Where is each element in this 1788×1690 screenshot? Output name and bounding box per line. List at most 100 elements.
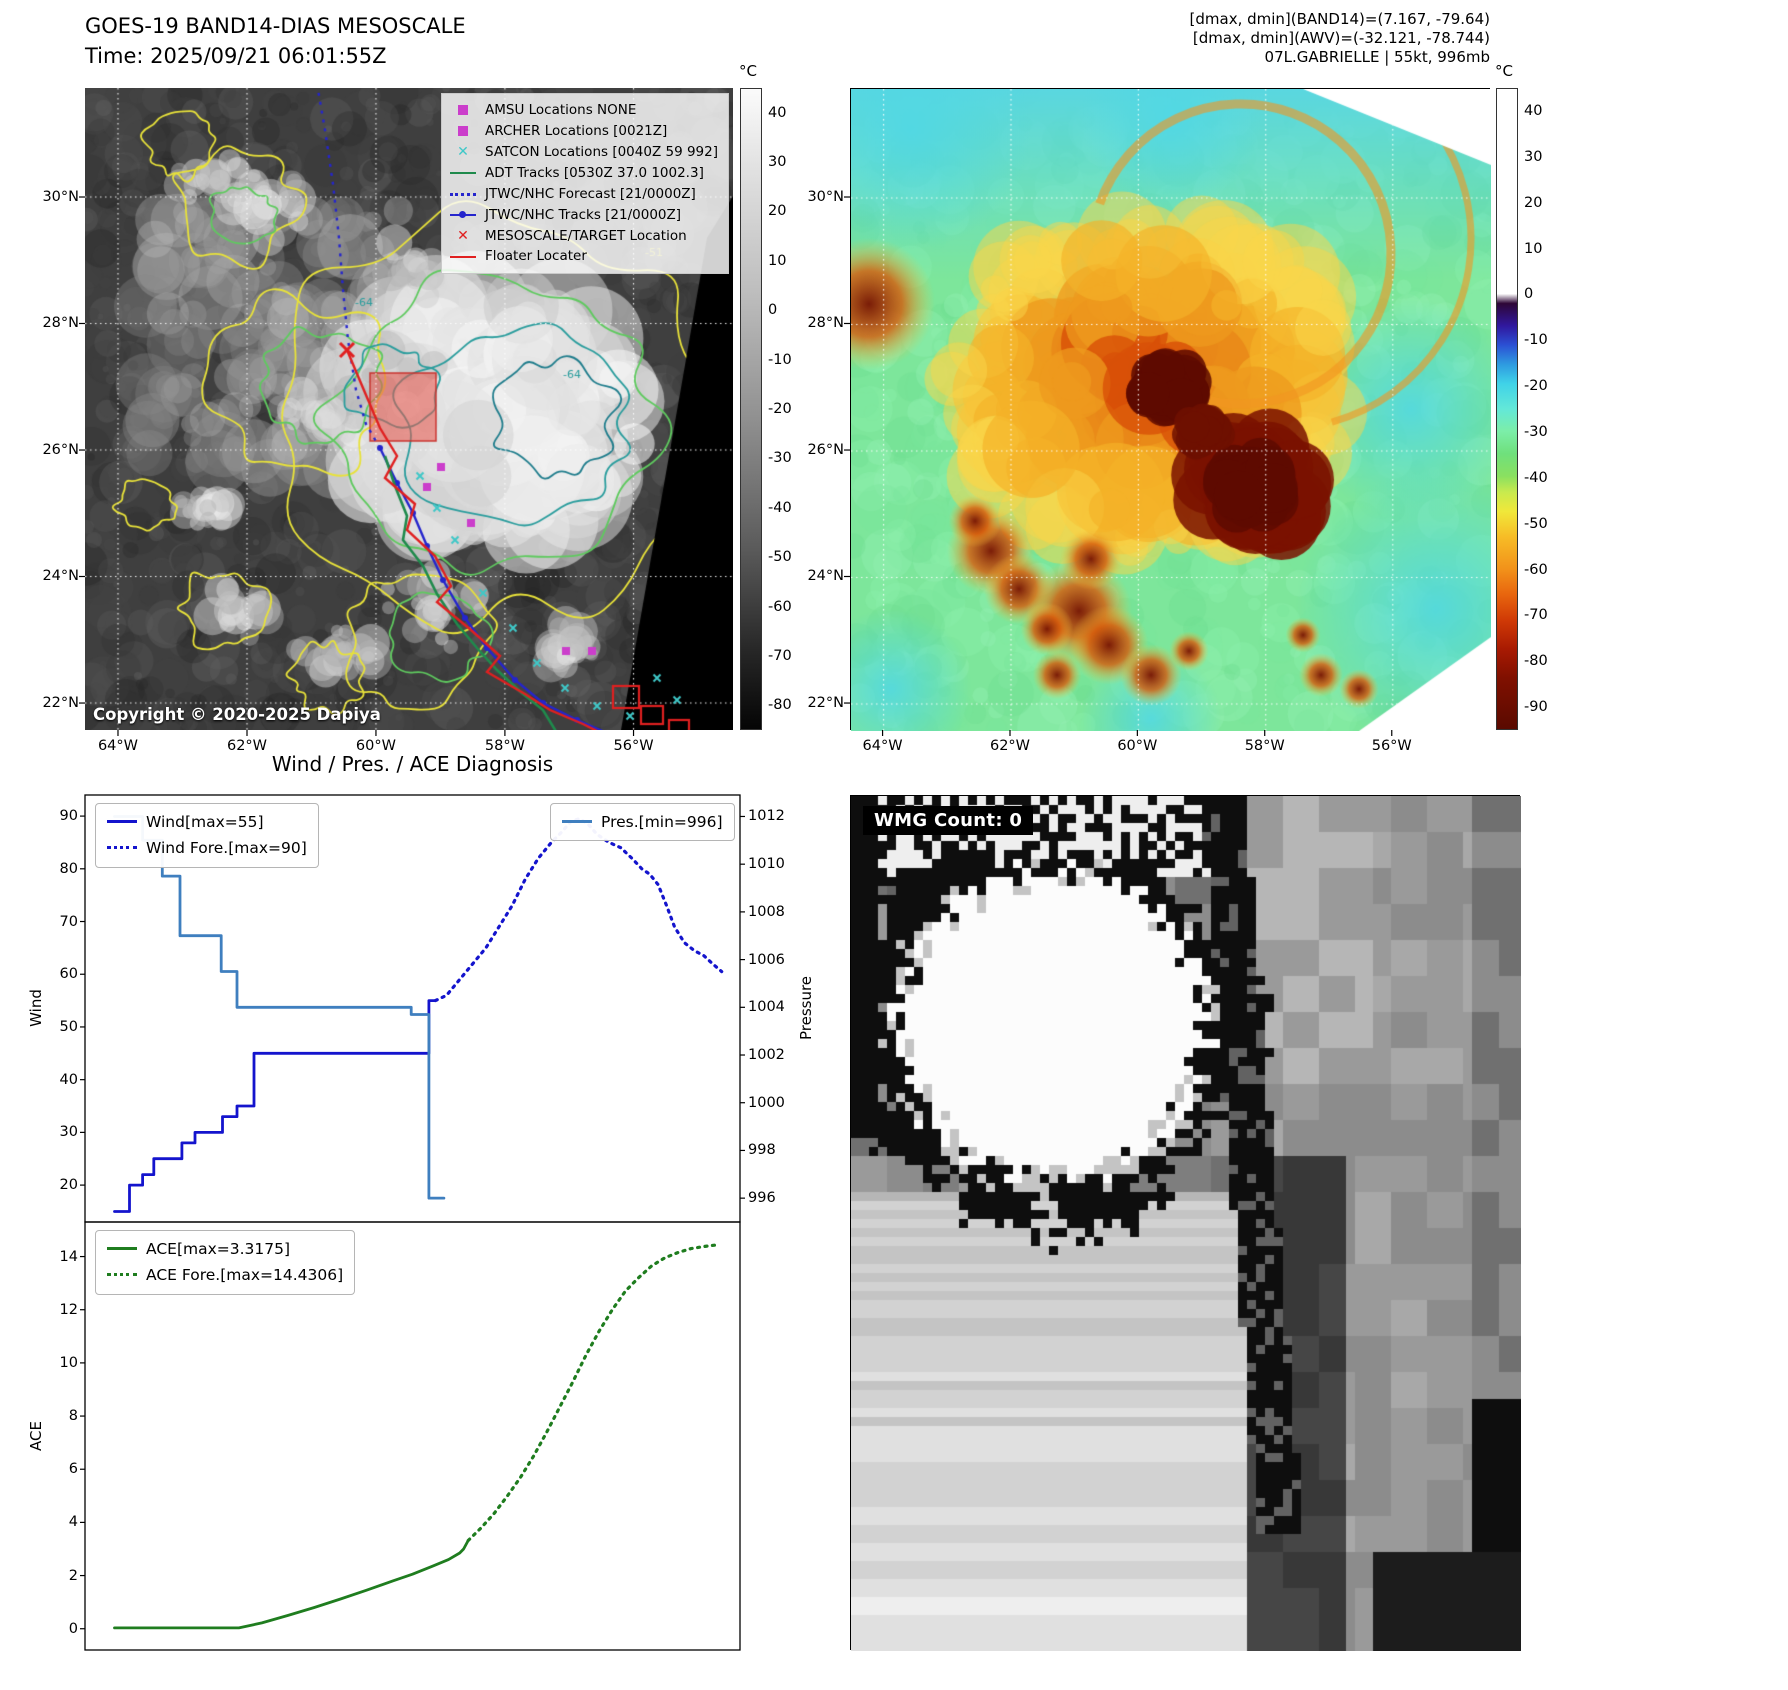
- tl-panel-time: Time: 2025/09/21 06:01:55Z: [85, 44, 387, 68]
- dotted-line-icon: [107, 846, 137, 850]
- tr-colorbar: [1496, 88, 1518, 730]
- wind-tick: 50: [59, 1018, 78, 1035]
- pressure-legend: Pres.[min=996]: [550, 803, 735, 842]
- tr-header-line2: [dmax, dmin](AWV)=(-32.121, -78.744): [1192, 29, 1490, 47]
- chart-title: Wind / Pres. / ACE Diagnosis: [271, 752, 554, 776]
- map-legend-label: ARCHER Locations [0021Z]: [485, 122, 668, 139]
- map-legend-item: ADT Tracks [0530Z 37.0 1002.3]: [448, 163, 718, 184]
- awv-satellite-canvas: [851, 89, 1491, 731]
- ace-tick: 10: [59, 1354, 78, 1371]
- tl-colorbar-tick: 0: [768, 302, 778, 319]
- series-wind-max-55: [113, 999, 437, 1213]
- wind-tick: 40: [59, 1071, 78, 1088]
- map-legend: AMSU Locations NONE ARCHER Locations [002…: [441, 93, 729, 275]
- legend-label: ACE[max=3.3175]: [146, 1240, 291, 1258]
- tl-y-tick: 28°N: [42, 315, 79, 332]
- pressure-tick: 1012: [748, 808, 785, 825]
- tr-colorbar-tick: -80: [1524, 653, 1548, 670]
- legend-label: ACE Fore.[max=14.4306]: [146, 1266, 344, 1285]
- map-legend-label: JTWC/NHC Forecast [21/0000Z]: [485, 185, 696, 202]
- legend-item-wind-max-55: Wind[max=55]: [107, 809, 307, 835]
- line-dot-marker-icon: [448, 208, 478, 222]
- tl-x-tick: 56°W: [613, 738, 654, 754]
- pressure-tick: 1010: [748, 856, 785, 873]
- pressure-tick: 1006: [748, 951, 785, 968]
- legend-item-pres-min-996: Pres.[min=996]: [562, 809, 723, 835]
- tr-colorbar-tick: -20: [1524, 378, 1548, 395]
- series-ace-fore-max-14-4306: [466, 1243, 717, 1543]
- wind-tick: 90: [59, 808, 78, 825]
- tr-y-tick: 30°N: [807, 189, 844, 205]
- tr-colorbar-tick: 0: [1524, 286, 1534, 303]
- tl-colorbar-tick: 20: [768, 203, 787, 220]
- legend-label: Pres.[min=996]: [601, 813, 723, 831]
- solid-line-icon: [107, 819, 137, 823]
- pressure-tick: 1002: [748, 1047, 785, 1064]
- map-legend-label: SATCON Locations [0040Z 59 992]: [485, 143, 718, 160]
- dotted-line-icon: [107, 1273, 137, 1277]
- tl-colorbar-unit: °C: [739, 62, 757, 80]
- awv-map-panel: [850, 88, 1491, 731]
- map-legend-item: Floater Locater: [448, 246, 718, 267]
- tl-colorbar-tick: 10: [768, 252, 787, 269]
- tr-header-line1: [dmax, dmin](BAND14)=(7.167, -79.64): [1189, 10, 1490, 28]
- tr-colorbar-tick: 20: [1524, 194, 1543, 211]
- tr-colorbar-tick: -60: [1524, 561, 1548, 578]
- ace-tick: 8: [68, 1408, 78, 1425]
- pressure-tick: 1004: [748, 999, 785, 1016]
- map-legend-label: ADT Tracks [0530Z 37.0 1002.3]: [485, 164, 704, 181]
- series-wind-fore-max-90: [433, 817, 724, 1003]
- tr-colorbar-tick: -10: [1524, 332, 1548, 349]
- tl-x-tick: 62°W: [226, 738, 268, 754]
- map-legend-label: Floater Locater: [485, 248, 587, 265]
- pressure-tick: 1008: [748, 903, 785, 920]
- tr-colorbar-unit: °C: [1495, 62, 1513, 80]
- tr-colorbar-tick: 10: [1524, 240, 1543, 257]
- legend-label: Wind[max=55]: [146, 813, 264, 831]
- tr-colorbar-tick: 40: [1524, 102, 1543, 119]
- tl-x-tick: 64°W: [97, 738, 138, 754]
- tr-y-tick: 26°N: [807, 442, 844, 459]
- line-marker-icon: [448, 166, 478, 180]
- tl-panel-title: GOES-19 BAND14-DIAS MESOSCALE: [85, 14, 466, 38]
- tl-x-tick: 58°W: [484, 738, 525, 754]
- tl-colorbar-tick: -70: [768, 647, 792, 664]
- map-legend-item: ✕ MESOSCALE/TARGET Location: [448, 226, 718, 247]
- series-pres-min-996: [113, 815, 446, 1200]
- legend-label: Wind Fore.[max=90]: [146, 839, 307, 858]
- square-marker-icon: [448, 124, 478, 138]
- line-marker-icon: [448, 250, 478, 264]
- wind-axis-label: Wind: [27, 989, 45, 1027]
- ace-tick: 0: [68, 1620, 78, 1637]
- map-legend-item: ARCHER Locations [0021Z]: [448, 121, 718, 142]
- tl-colorbar-tick: 30: [768, 154, 787, 171]
- map-legend-item: ✕ SATCON Locations [0040Z 59 992]: [448, 142, 718, 163]
- tr-colorbar-tick: -40: [1524, 469, 1548, 486]
- tr-x-tick: 58°W: [1244, 738, 1285, 754]
- tr-x-tick: 64°W: [862, 738, 903, 754]
- pressure-tick: 1000: [748, 1094, 785, 1111]
- tl-y-tick: 22°N: [42, 695, 79, 712]
- ace-tick: 14: [59, 1248, 78, 1265]
- solid-line-icon: [107, 1246, 137, 1250]
- wind-tick: 70: [59, 913, 78, 930]
- map-legend-item: JTWC/NHC Forecast [21/0000Z]: [448, 184, 718, 205]
- wmg-pixel-canvas: [851, 796, 1521, 1651]
- tr-header-storm-status: 07L.GABRIELLE | 55kt, 996mb: [1264, 48, 1490, 66]
- tl-colorbar-tick: 40: [768, 104, 787, 121]
- tl-colorbar-tick: -80: [768, 697, 792, 714]
- solid-line-icon: [562, 819, 592, 823]
- x-marker-icon: ✕: [457, 144, 469, 161]
- tr-colorbar-tick: -50: [1524, 515, 1548, 532]
- tr-x-tick: 62°W: [989, 738, 1031, 754]
- tr-x-tick: 56°W: [1371, 738, 1412, 754]
- tl-y-tick: 30°N: [42, 189, 79, 205]
- map-legend-label: JTWC/NHC Tracks [21/0000Z]: [485, 206, 682, 223]
- band14-map-panel: AMSU Locations NONE ARCHER Locations [002…: [85, 88, 733, 730]
- wind-tick: 60: [59, 966, 78, 983]
- legend-item-ace-max-3-3175: ACE[max=3.3175]: [107, 1236, 343, 1262]
- legend-item-wind-fore-max-90: Wind Fore.[max=90]: [107, 835, 307, 861]
- ace-legend: ACE[max=3.3175] ACE Fore.[max=14.4306]: [95, 1230, 356, 1295]
- dotted-marker-icon: [448, 187, 478, 201]
